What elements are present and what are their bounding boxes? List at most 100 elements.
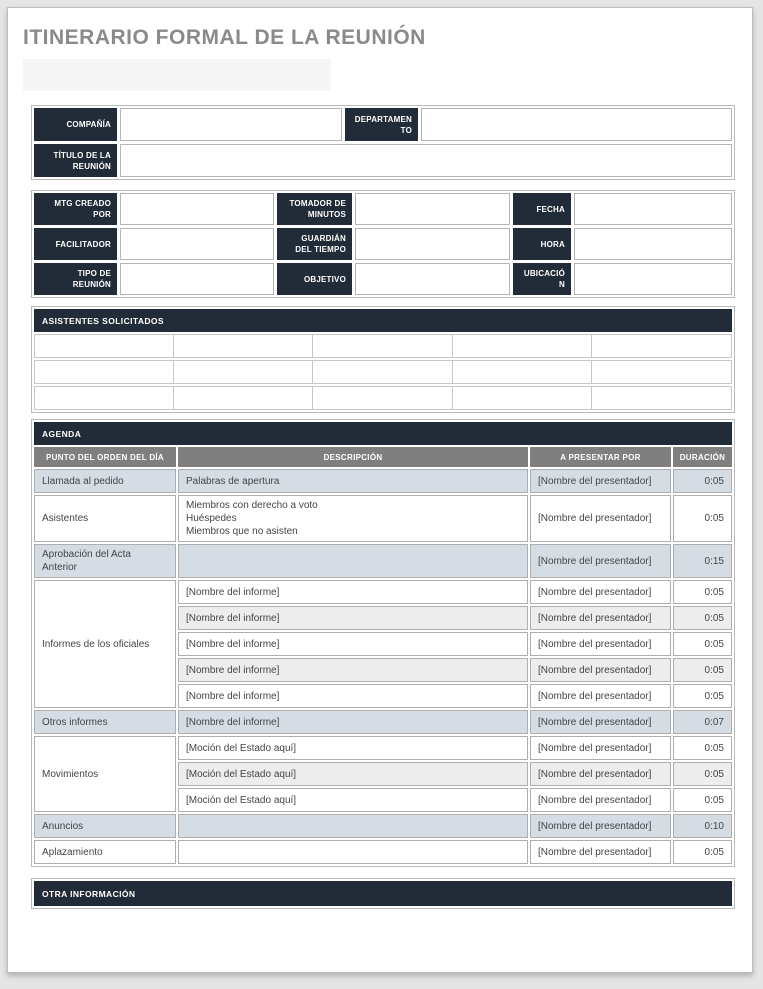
attendee-cell[interactable]	[313, 386, 453, 410]
agenda-row: Llamada al pedido Palabras de apertura [No…	[34, 469, 732, 493]
meeting-type-label: TIPO DE REUNIÓN	[34, 263, 117, 295]
agenda-presenter-cell[interactable]: [Nombre del presentador]	[530, 632, 671, 656]
agenda-row: Anuncios [Nombre del presentador] 0:10	[34, 814, 732, 838]
agenda-column-description: DESCRIPCIÓN	[178, 447, 528, 467]
attendee-cell[interactable]	[34, 386, 174, 410]
agenda-duration-cell[interactable]: 0:05	[673, 469, 732, 493]
agenda-rows: Llamada al pedido Palabras de apertura [No…	[34, 469, 732, 864]
agenda-presenter-cell[interactable]: [Nombre del presentador]	[530, 469, 671, 493]
other-info-header: OTRA INFORMACIÓN	[34, 881, 732, 906]
agenda-duration-cell[interactable]: 0:05	[673, 684, 732, 708]
agenda-row: Asistentes Miembros con derecho a voto Hu…	[34, 495, 732, 542]
agenda-description-cell[interactable]: [Nombre del informe]	[178, 684, 528, 708]
attendees-grid	[34, 334, 732, 410]
attendee-cell[interactable]	[592, 334, 732, 358]
page-title: ITINERARIO FORMAL DE LA REUNIÓN	[23, 26, 426, 49]
agenda-description-cell[interactable]	[178, 814, 528, 838]
attendee-cell[interactable]	[34, 334, 174, 358]
attendee-cell[interactable]	[173, 360, 314, 384]
department-input[interactable]	[421, 108, 732, 141]
agenda-column-duration: DURACIÓN	[673, 447, 732, 467]
agenda-description-cell[interactable]: [Nombre del informe]	[178, 632, 528, 656]
agenda-item-cell[interactable]: Movimientos	[34, 736, 176, 812]
agenda-presenter-cell[interactable]: [Nombre del presentador]	[530, 495, 671, 542]
agenda-description-cell[interactable]	[178, 840, 528, 864]
agenda-description-cell[interactable]: Miembros con derecho a voto Huéspedes Mi…	[178, 495, 528, 542]
agenda-presenter-cell[interactable]: [Nombre del presentador]	[530, 580, 671, 604]
timekeeper-input[interactable]	[355, 228, 510, 260]
agenda-duration-cell[interactable]: 0:05	[673, 495, 732, 542]
agenda-item-cell[interactable]: Otros informes	[34, 710, 176, 734]
agenda-duration-cell[interactable]: 0:05	[673, 736, 732, 760]
agenda-description-cell[interactable]: [Moción del Estado aquí]	[178, 736, 528, 760]
agenda-duration-cell[interactable]: 0:05	[673, 580, 732, 604]
agenda-presenter-cell[interactable]: [Nombre del presentador]	[530, 762, 671, 786]
agenda-description-cell[interactable]: [Moción del Estado aquí]	[178, 788, 528, 812]
agenda-description-cell[interactable]: [Nombre del informe]	[178, 580, 528, 604]
company-input[interactable]	[120, 108, 342, 141]
attendee-cell[interactable]	[592, 386, 732, 410]
agenda-item-cell[interactable]: Llamada al pedido	[34, 469, 176, 493]
attendee-cell[interactable]	[452, 386, 593, 410]
agenda-presenter-cell[interactable]: [Nombre del presentador]	[530, 840, 671, 864]
agenda-presenter-cell[interactable]: [Nombre del presentador]	[530, 606, 671, 630]
meeting-title-label: TÍTULO DE LA REUNIÓN	[34, 144, 117, 177]
minute-taker-label: TOMADOR DE MINUTOS	[277, 193, 352, 225]
agenda-duration-cell[interactable]: 0:05	[673, 632, 732, 656]
attendees-section-header: ASISTENTES SOLICITADOS	[34, 309, 732, 332]
agenda-item-cell[interactable]: Informes de los oficiales	[34, 580, 176, 708]
meeting-type-input[interactable]	[120, 263, 274, 295]
agenda-duration-cell[interactable]: 0:10	[673, 814, 732, 838]
date-input[interactable]	[574, 193, 732, 225]
objective-input[interactable]	[355, 263, 510, 295]
agenda-item-cell[interactable]: Anuncios	[34, 814, 176, 838]
attendee-cell[interactable]	[592, 360, 732, 384]
agenda-group-row: Movimientos [Moción del Estado aquí] [Nomb…	[34, 736, 732, 812]
agenda-presenter-cell[interactable]: [Nombre del presentador]	[530, 710, 671, 734]
agenda-row: Aprobación del Acta Anterior [Nombre del …	[34, 544, 732, 578]
agenda-item-cell[interactable]: Aprobación del Acta Anterior	[34, 544, 176, 578]
time-label: HORA	[513, 228, 571, 260]
agenda-duration-cell[interactable]: 0:05	[673, 606, 732, 630]
subtitle-placeholder	[23, 59, 331, 91]
company-section: COMPAÑÍA DEPARTAMEN TO TÍTULO DE LA REUN…	[31, 105, 735, 180]
agenda-item-cell[interactable]: Asistentes	[34, 495, 176, 542]
agenda-item-cell[interactable]: Aplazamiento	[34, 840, 176, 864]
attendee-cell[interactable]	[313, 334, 453, 358]
agenda-presenter-cell[interactable]: [Nombre del presentador]	[530, 788, 671, 812]
attendee-cell[interactable]	[313, 360, 453, 384]
attendee-cell[interactable]	[173, 386, 314, 410]
agenda-presenter-cell[interactable]: [Nombre del presentador]	[530, 814, 671, 838]
agenda-description-cell[interactable]	[178, 544, 528, 578]
agenda-duration-cell[interactable]: 0:05	[673, 788, 732, 812]
meeting-title-input[interactable]	[120, 144, 732, 177]
agenda-group-row: Informes de los oficiales [Nombre del inf…	[34, 580, 732, 708]
company-label: COMPAÑÍA	[34, 108, 117, 141]
agenda-description-cell[interactable]: [Nombre del informe]	[178, 658, 528, 682]
agenda-presenter-cell[interactable]: [Nombre del presentador]	[530, 544, 671, 578]
agenda-description-cell[interactable]: [Moción del Estado aquí]	[178, 762, 528, 786]
minute-taker-input[interactable]	[355, 193, 510, 225]
timekeeper-label: GUARDIÁN DEL TIEMPO	[277, 228, 352, 260]
time-input[interactable]	[574, 228, 732, 260]
attendee-cell[interactable]	[452, 360, 593, 384]
attendee-cell[interactable]	[452, 334, 593, 358]
attendee-cell[interactable]	[34, 360, 174, 384]
agenda-row: Aplazamiento [Nombre del presentador] 0:05	[34, 840, 732, 864]
agenda-duration-cell[interactable]: 0:05	[673, 762, 732, 786]
agenda-description-cell[interactable]: Palabras de apertura	[178, 469, 528, 493]
agenda-duration-cell[interactable]: 0:15	[673, 544, 732, 578]
agenda-duration-cell[interactable]: 0:07	[673, 710, 732, 734]
agenda-description-cell[interactable]: [Nombre del informe]	[178, 710, 528, 734]
facilitator-input[interactable]	[120, 228, 274, 260]
agenda-description-cell[interactable]: [Nombre del informe]	[178, 606, 528, 630]
agenda-presenter-cell[interactable]: [Nombre del presentador]	[530, 658, 671, 682]
agenda-duration-cell[interactable]: 0:05	[673, 840, 732, 864]
facilitator-label: FACILITADOR	[34, 228, 117, 260]
agenda-presenter-cell[interactable]: [Nombre del presentador]	[530, 736, 671, 760]
location-input[interactable]	[574, 263, 732, 295]
mtg-created-by-input[interactable]	[120, 193, 274, 225]
agenda-duration-cell[interactable]: 0:05	[673, 658, 732, 682]
attendee-cell[interactable]	[173, 334, 314, 358]
agenda-presenter-cell[interactable]: [Nombre del presentador]	[530, 684, 671, 708]
